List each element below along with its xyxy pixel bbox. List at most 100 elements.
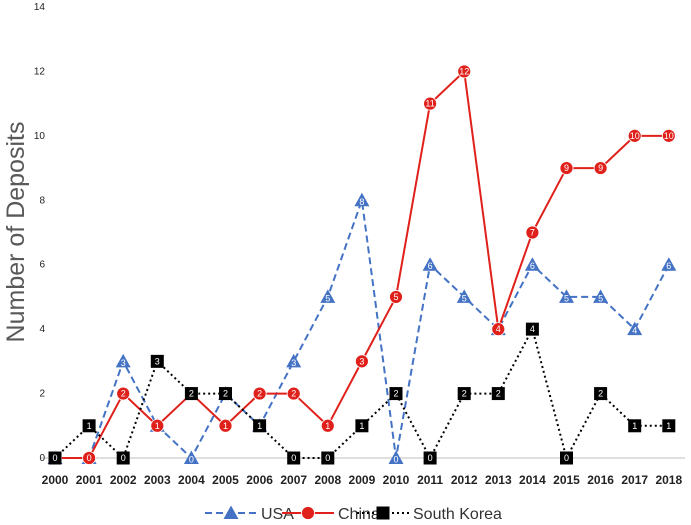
x-tick-label: 2017: [621, 473, 648, 487]
data-label-south-korea: 0: [291, 453, 296, 463]
data-point-south-korea: [150, 354, 164, 368]
data-point-usa: [456, 289, 472, 303]
data-point-china: [389, 290, 403, 304]
data-point-china: [559, 161, 574, 175]
x-tick-label: 2004: [178, 473, 205, 487]
data-point-south-korea: [491, 387, 505, 401]
x-tick-label: 2006: [246, 473, 273, 487]
data-point-china: [252, 386, 267, 401]
data-label-china: 9: [564, 163, 569, 173]
x-tick-label: 2005: [212, 473, 239, 487]
data-label-china: 9: [598, 163, 603, 173]
x-tick-label: 2009: [349, 473, 376, 487]
data-label-south-korea: 2: [462, 389, 467, 399]
x-tick-label: 2000: [42, 473, 69, 487]
data-point-usa: [115, 353, 131, 368]
data-point-usa: [320, 289, 336, 303]
data-label-usa: 8: [359, 197, 364, 207]
x-tick-label: 2013: [485, 473, 512, 487]
x-tick-label: 2003: [144, 473, 171, 487]
series-line-china: [55, 69, 669, 459]
x-tick-label: 2012: [451, 473, 478, 487]
data-label-south-korea: 0: [325, 453, 330, 463]
data-point-usa: [661, 257, 677, 271]
data-label-south-korea: 2: [393, 389, 398, 399]
data-label-usa: 6: [428, 261, 433, 271]
data-point-south-korea: [287, 451, 301, 465]
x-tick-label: 2008: [314, 473, 341, 487]
data-label-south-korea: 1: [632, 421, 637, 431]
data-label-usa: 6: [666, 261, 671, 271]
y-tick-label: 12: [34, 66, 46, 77]
data-label-usa: 0: [393, 455, 398, 465]
y-axis-label: Number of Deposits: [2, 122, 30, 343]
data-label-china: 1: [223, 421, 228, 431]
legend-label-usa: USA: [261, 506, 294, 523]
legend: USA China South Korea: [205, 505, 502, 523]
data-point-china: [593, 161, 608, 175]
data-point-china: [661, 128, 676, 143]
data-label-south-korea: 1: [257, 421, 262, 431]
data-label-usa: 5: [598, 293, 603, 303]
data-point-south-korea: [48, 451, 62, 465]
data-label-usa: 5: [564, 293, 569, 303]
data-label-china: 5: [393, 292, 398, 302]
data-point-china: [457, 64, 472, 79]
data-label-china: 1: [155, 421, 160, 431]
data-point-south-korea: [560, 451, 573, 465]
data-label-usa: 0: [189, 455, 194, 465]
data-label-china: 2: [257, 389, 262, 399]
data-point-south-korea: [116, 451, 130, 465]
data-point-china: [423, 96, 438, 111]
x-tick-label: 2011: [417, 473, 443, 487]
x-tick-label: 2016: [587, 473, 614, 487]
data-label-south-korea: 2: [496, 389, 501, 399]
data-label-usa: 5: [325, 293, 330, 303]
data-point-china: [627, 128, 642, 143]
data-label-china: 10: [664, 131, 674, 141]
y-tick-label: 2: [39, 389, 45, 400]
x-tick-label: 2014: [519, 473, 546, 487]
data-label-usa: 5: [462, 293, 467, 303]
data-label-south-korea: 2: [598, 389, 603, 399]
data-label-south-korea: 1: [666, 421, 671, 431]
data-point-usa: [183, 450, 199, 464]
y-axis-ticks: 0 2 4 6 8 10 12 14: [34, 2, 46, 464]
x-tick-label: 2001: [76, 473, 103, 487]
data-point-usa: [524, 257, 540, 271]
data-label-south-korea: 2: [189, 389, 194, 399]
data-label-china: 2: [291, 389, 296, 399]
data-point-usa: [559, 289, 574, 303]
data-point-china: [150, 418, 165, 433]
x-tick-label: 2015: [553, 473, 580, 487]
data-point-south-korea: [321, 451, 335, 465]
x-tick-label: 2010: [383, 473, 410, 487]
y-tick-label: 10: [34, 131, 46, 142]
data-point-china: [116, 386, 131, 401]
x-tick-label: 2002: [110, 473, 137, 487]
data-point-south-korea: [82, 419, 96, 433]
data-label-china: 7: [530, 228, 535, 238]
data-point-usa: [593, 289, 609, 303]
data-point-south-korea: [184, 387, 198, 401]
data-label-south-korea: 1: [359, 421, 364, 431]
data-label-south-korea: 0: [52, 453, 57, 463]
x-axis-ticks: 2000 2001 2002 2003 2004 2005 2006 2007 2008 2009…: [42, 473, 683, 487]
legend-marker-china: [301, 506, 315, 520]
data-point-china: [320, 418, 335, 433]
data-point-china: [286, 386, 301, 401]
data-label-china: 12: [459, 66, 469, 76]
x-tick-label: 2007: [280, 473, 307, 487]
data-point-usa: [388, 450, 404, 464]
data-point-south-korea: [457, 387, 471, 401]
data-point-china: [218, 418, 233, 433]
data-label-south-korea: 4: [530, 324, 535, 334]
data-label-usa: 3: [121, 358, 126, 368]
y-tick-label: 0: [39, 453, 45, 464]
legend-label-south-korea: South Korea: [413, 506, 502, 523]
data-point-china: [82, 451, 96, 465]
y-tick-label: 8: [39, 195, 45, 206]
data-point-usa: [286, 353, 302, 368]
data-point-south-korea: [525, 322, 539, 336]
